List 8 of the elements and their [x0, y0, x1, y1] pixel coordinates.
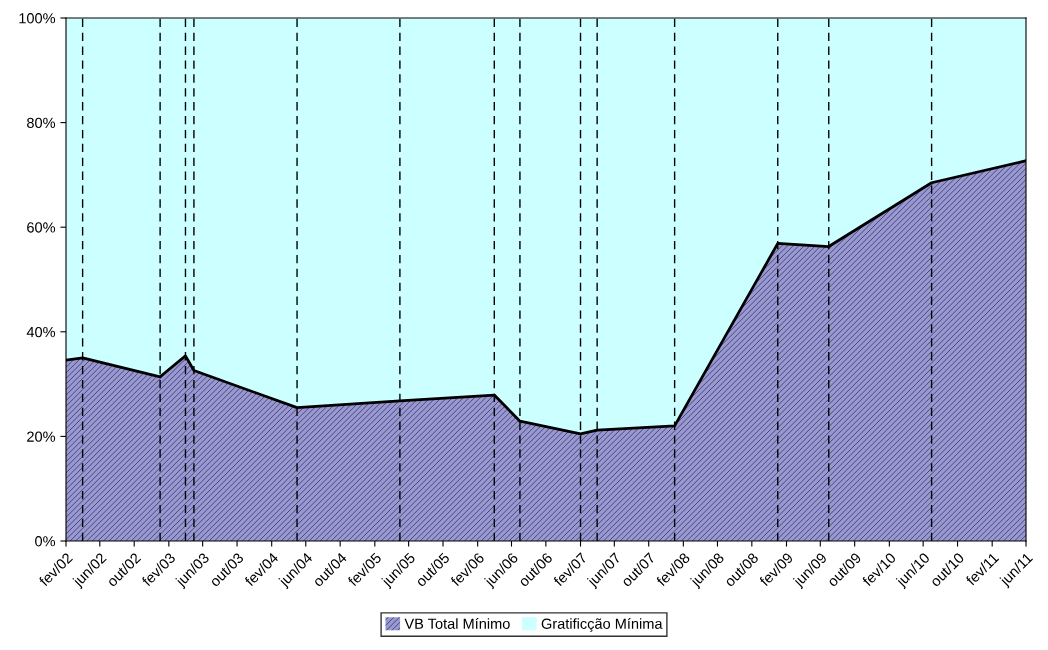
y-tick-label: 0% [35, 536, 56, 547]
legend-label: Gratificção Mínima [541, 618, 663, 632]
y-tick-label: 20% [27, 431, 56, 442]
y-tick-label: 40% [26, 326, 56, 338]
y-tick-label: 80% [27, 117, 56, 129]
legend-label: VB Total Mínimo [404, 618, 510, 629]
y-tick-label: 100% [19, 13, 56, 24]
y-tick-label: 60% [27, 222, 56, 233]
